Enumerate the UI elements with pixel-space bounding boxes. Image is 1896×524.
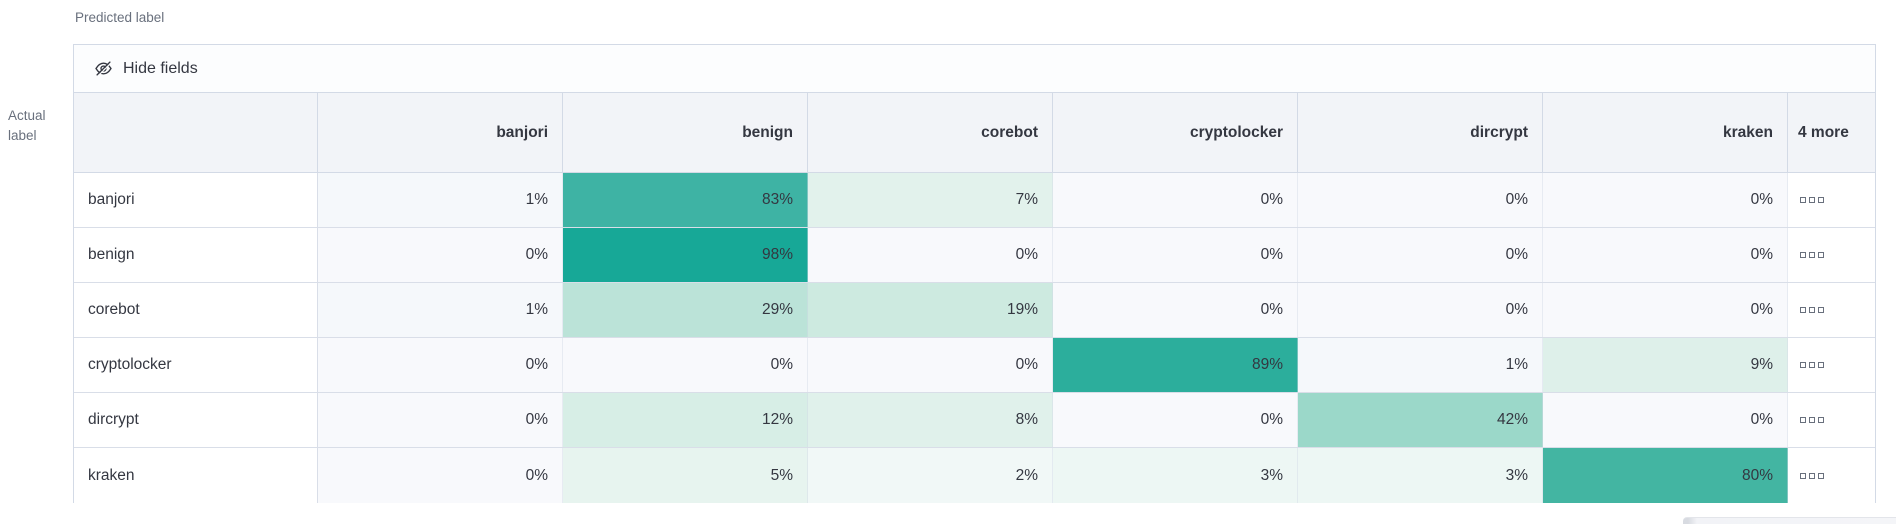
- more-columns-cell: [1788, 448, 1875, 503]
- matrix-cell-benign-corebot[interactable]: 0%: [808, 228, 1053, 282]
- boxes-horizontal-icon: [1800, 307, 1824, 313]
- matrix-cell-kraken-corebot[interactable]: 2%: [808, 448, 1053, 503]
- actual-axis-label: Actual label: [8, 108, 46, 143]
- predicted-axis-label: Predicted label: [75, 10, 165, 25]
- matrix-row-dircrypt: dircrypt 0% 12% 8% 0% 42% 0%: [74, 393, 1875, 448]
- matrix-cell-banjori-benign[interactable]: 83%: [563, 173, 808, 227]
- matrix-cell-kraken-benign[interactable]: 5%: [563, 448, 808, 503]
- matrix-row-corebot: corebot 1% 29% 19% 0% 0% 0%: [74, 283, 1875, 338]
- matrix-cell-banjori-cryptolocker[interactable]: 0%: [1053, 173, 1298, 227]
- column-header-dircrypt[interactable]: dircrypt: [1298, 93, 1543, 172]
- matrix-cell-benign-dircrypt[interactable]: 0%: [1298, 228, 1543, 282]
- matrix-cell-corebot-banjori[interactable]: 1%: [318, 283, 563, 337]
- matrix-cell-dircrypt-corebot[interactable]: 8%: [808, 393, 1053, 447]
- header-corner-cell: [74, 93, 318, 172]
- matrix-cell-benign-banjori[interactable]: 0%: [318, 228, 563, 282]
- matrix-cell-benign-benign[interactable]: 98%: [563, 228, 808, 282]
- matrix-cell-cryptolocker-corebot[interactable]: 0%: [808, 338, 1053, 392]
- hide-fields-label: Hide fields: [123, 59, 198, 77]
- matrix-cell-banjori-banjori[interactable]: 1%: [318, 173, 563, 227]
- matrix-cell-kraken-banjori[interactable]: 0%: [318, 448, 563, 503]
- more-columns-cell: [1788, 173, 1875, 227]
- matrix-row-kraken: kraken 0% 5% 2% 3% 3% 80%: [74, 448, 1875, 503]
- row-label-corebot: corebot: [74, 283, 318, 337]
- boxes-horizontal-icon: [1800, 472, 1824, 479]
- matrix-cell-kraken-kraken[interactable]: 80%: [1543, 448, 1788, 503]
- more-columns-cell: [1788, 228, 1875, 282]
- matrix-cell-banjori-dircrypt[interactable]: 0%: [1298, 173, 1543, 227]
- matrix-cell-dircrypt-benign[interactable]: 12%: [563, 393, 808, 447]
- matrix-cell-cryptolocker-banjori[interactable]: 0%: [318, 338, 563, 392]
- matrix-row-benign: benign 0% 98% 0% 0% 0% 0%: [74, 228, 1875, 283]
- boxes-horizontal-icon: [1800, 252, 1824, 258]
- matrix-cell-dircrypt-cryptolocker[interactable]: 0%: [1053, 393, 1298, 447]
- column-header-more[interactable]: 4 more: [1798, 123, 1849, 141]
- predicted-label-header-row: banjori benign corebot cryptolocker dircrypt…: [74, 93, 1875, 173]
- matrix-cell-corebot-cryptolocker[interactable]: 0%: [1053, 283, 1298, 337]
- row-label-benign: benign: [74, 228, 318, 282]
- matrix-cell-dircrypt-kraken[interactable]: 0%: [1543, 393, 1788, 447]
- matrix-cell-dircrypt-banjori[interactable]: 0%: [318, 393, 563, 447]
- matrix-row-banjori: banjori 1% 83% 7% 0% 0% 0%: [74, 173, 1875, 228]
- boxes-horizontal-icon: [1800, 362, 1824, 368]
- horizontal-scrollbar-thumb[interactable]: [1683, 517, 1896, 524]
- column-header-benign[interactable]: benign: [563, 93, 808, 172]
- matrix-cell-dircrypt-dircrypt[interactable]: 42%: [1298, 393, 1543, 447]
- more-columns-cell: [1788, 393, 1875, 447]
- matrix-cell-corebot-dircrypt[interactable]: 0%: [1298, 283, 1543, 337]
- column-header-banjori[interactable]: banjori: [318, 93, 563, 172]
- row-label-cryptolocker: cryptolocker: [74, 338, 318, 392]
- matrix-row-cryptolocker: cryptolocker 0% 0% 0% 89% 1% 9%: [74, 338, 1875, 393]
- more-columns-cell: [1788, 283, 1875, 337]
- matrix-cell-banjori-corebot[interactable]: 7%: [808, 173, 1053, 227]
- matrix-body: banjori 1% 83% 7% 0% 0% 0% benign 0% 98% 0% 0% 0% 0% c…: [74, 173, 1875, 503]
- matrix-cell-corebot-corebot[interactable]: 19%: [808, 283, 1053, 337]
- more-columns-cell: [1788, 338, 1875, 392]
- boxes-horizontal-icon: [1800, 417, 1824, 423]
- eye-closed-icon: [94, 59, 113, 78]
- row-label-dircrypt: dircrypt: [74, 393, 318, 447]
- matrix-cell-banjori-kraken[interactable]: 0%: [1543, 173, 1788, 227]
- matrix-cell-benign-cryptolocker[interactable]: 0%: [1053, 228, 1298, 282]
- matrix-cell-benign-kraken[interactable]: 0%: [1543, 228, 1788, 282]
- matrix-cell-corebot-benign[interactable]: 29%: [563, 283, 808, 337]
- matrix-cell-cryptolocker-benign[interactable]: 0%: [563, 338, 808, 392]
- boxes-horizontal-icon: [1800, 197, 1824, 203]
- hide-fields-button[interactable]: Hide fields: [94, 59, 198, 78]
- column-header-corebot[interactable]: corebot: [808, 93, 1053, 172]
- matrix-cell-kraken-cryptolocker[interactable]: 3%: [1053, 448, 1298, 503]
- matrix-cell-cryptolocker-dircrypt[interactable]: 1%: [1298, 338, 1543, 392]
- matrix-cell-cryptolocker-kraken[interactable]: 9%: [1543, 338, 1788, 392]
- row-label-kraken: kraken: [74, 448, 318, 503]
- grid-toolbar: Hide fields: [74, 45, 1875, 93]
- confusion-matrix-grid: Hide fields banjori benign corebot cryptolo…: [73, 44, 1876, 503]
- row-label-banjori: banjori: [74, 173, 318, 227]
- column-header-kraken[interactable]: kraken: [1543, 93, 1788, 172]
- matrix-cell-kraken-dircrypt[interactable]: 3%: [1298, 448, 1543, 503]
- matrix-cell-cryptolocker-cryptolocker[interactable]: 89%: [1053, 338, 1298, 392]
- matrix-cell-corebot-kraken[interactable]: 0%: [1543, 283, 1788, 337]
- column-header-cryptolocker[interactable]: cryptolocker: [1053, 93, 1298, 172]
